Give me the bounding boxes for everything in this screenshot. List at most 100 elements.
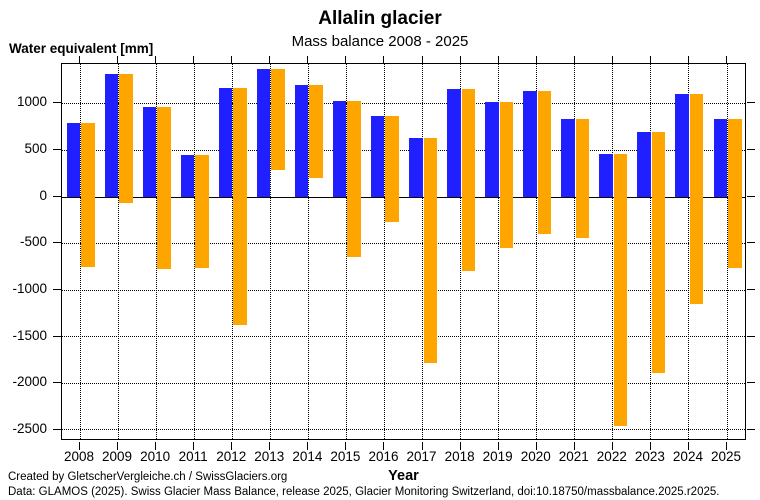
- gridline-v: [79, 64, 81, 439]
- bar-annual-2022: [613, 153, 628, 427]
- x-tick-label: 2025: [710, 449, 742, 464]
- bar-winter-2013: [256, 68, 271, 197]
- x-axis-tick-top: [421, 56, 423, 63]
- x-axis-tick: [421, 442, 423, 450]
- x-tick-label: 2023: [634, 449, 665, 464]
- bar-annual-2013: [271, 68, 285, 171]
- bar-winter-2012: [218, 88, 233, 197]
- x-axis-tick-top: [459, 56, 461, 63]
- x-axis-tick: [611, 442, 613, 450]
- x-axis-tick-top: [687, 56, 689, 63]
- bar-winter-2011: [180, 155, 195, 197]
- bar-winter-2019: [485, 101, 499, 197]
- y-axis-title: Water equivalent [mm]: [9, 41, 154, 56]
- bar-winter-2016: [370, 116, 385, 197]
- gridline-v: [307, 64, 309, 439]
- x-axis-tick: [649, 442, 651, 450]
- x-axis-tick-top: [231, 56, 233, 63]
- x-tick-label: 2016: [368, 449, 399, 464]
- x-tick-label: 2022: [596, 449, 627, 464]
- y-tick-label: -1000: [12, 281, 47, 296]
- x-axis-tick: [383, 442, 385, 450]
- bar-annual-2017: [423, 138, 438, 364]
- x-axis-tick-top: [649, 56, 651, 63]
- bar-winter-2014: [294, 84, 309, 197]
- bar-annual-2025: [728, 119, 742, 268]
- bar-annual-2023: [651, 132, 666, 374]
- bar-annual-2008: [81, 123, 95, 267]
- y-tick-label: 0: [39, 187, 47, 203]
- y-axis-tick: [53, 149, 61, 151]
- bar-annual-2015: [347, 100, 361, 258]
- y-axis-tick: [53, 102, 61, 104]
- y-axis-tick-right: [747, 149, 755, 151]
- gridline-v: [460, 64, 462, 439]
- bar-winter-2025: [713, 119, 728, 197]
- gridline-v: [193, 64, 195, 439]
- gridline-v: [726, 64, 728, 439]
- x-axis-tick-top: [383, 56, 385, 63]
- x-axis-tick: [726, 442, 728, 450]
- x-axis-tick-top: [79, 56, 80, 63]
- bar-winter-2010: [142, 106, 157, 197]
- x-axis-tick-top: [193, 56, 195, 63]
- x-axis-tick: [345, 442, 347, 450]
- y-axis-tick-right: [747, 102, 755, 104]
- x-axis-tick-top: [155, 56, 157, 63]
- x-axis-tick: [117, 442, 119, 450]
- bar-annual-2024: [689, 94, 704, 304]
- chart-subtitle: Mass balance 2008 - 2025: [291, 33, 469, 50]
- gridline-h: [62, 382, 745, 384]
- x-tick-label: 2014: [292, 449, 323, 464]
- gridline-v: [269, 64, 271, 439]
- gridline-v: [688, 64, 690, 439]
- y-axis-tick: [53, 335, 61, 337]
- gridline-v: [117, 64, 119, 439]
- y-axis-tick: [53, 195, 61, 197]
- x-axis-tick: [231, 442, 233, 450]
- x-axis-tick: [535, 442, 537, 450]
- x-axis-tick-top: [535, 56, 537, 63]
- bar-annual-2021: [575, 119, 590, 239]
- bar-annual-2018: [461, 89, 476, 271]
- x-tick-label: 2008: [63, 449, 95, 464]
- x-axis-tick: [193, 442, 195, 450]
- x-axis-tick: [79, 442, 80, 450]
- y-axis-tick: [53, 428, 61, 430]
- x-axis-tick-top: [269, 56, 271, 63]
- y-tick-label: 500: [24, 141, 47, 157]
- bar-annual-2009: [119, 74, 133, 204]
- plot-area: [61, 63, 746, 440]
- x-tick-label: 2024: [672, 449, 703, 464]
- y-axis-tick-right: [747, 242, 755, 244]
- y-axis-tick-right: [747, 428, 755, 430]
- x-tick-label: 2021: [558, 449, 589, 464]
- gridline-h: [62, 242, 745, 244]
- y-tick-label: -500: [19, 234, 47, 250]
- gridline-v: [422, 64, 424, 439]
- gridline-v: [383, 64, 385, 439]
- x-axis-tick-top: [573, 56, 575, 63]
- bar-winter-2008: [66, 123, 80, 197]
- x-tick-label: 2010: [140, 449, 171, 464]
- x-tick-label: 2015: [330, 449, 361, 464]
- x-tick-label: 2013: [254, 449, 285, 464]
- x-axis-tick-top: [726, 56, 728, 63]
- x-tick-label: 2011: [178, 449, 208, 464]
- x-axis-tick: [687, 442, 689, 450]
- gridline-v: [498, 64, 500, 439]
- y-axis-tick-right: [747, 195, 755, 197]
- x-axis-tick: [573, 442, 575, 450]
- y-axis-tick: [53, 242, 61, 244]
- bar-winter-2015: [332, 100, 347, 197]
- x-axis-tick: [307, 442, 309, 450]
- x-axis-tick-top: [345, 56, 347, 63]
- gridline-h: [62, 102, 745, 104]
- gridline-v: [574, 64, 576, 439]
- y-tick-label: -2000: [12, 374, 47, 390]
- bar-annual-2020: [537, 91, 552, 234]
- y-axis-tick: [53, 382, 61, 384]
- y-tick-label: -1500: [12, 327, 47, 343]
- gridline-v: [345, 64, 347, 439]
